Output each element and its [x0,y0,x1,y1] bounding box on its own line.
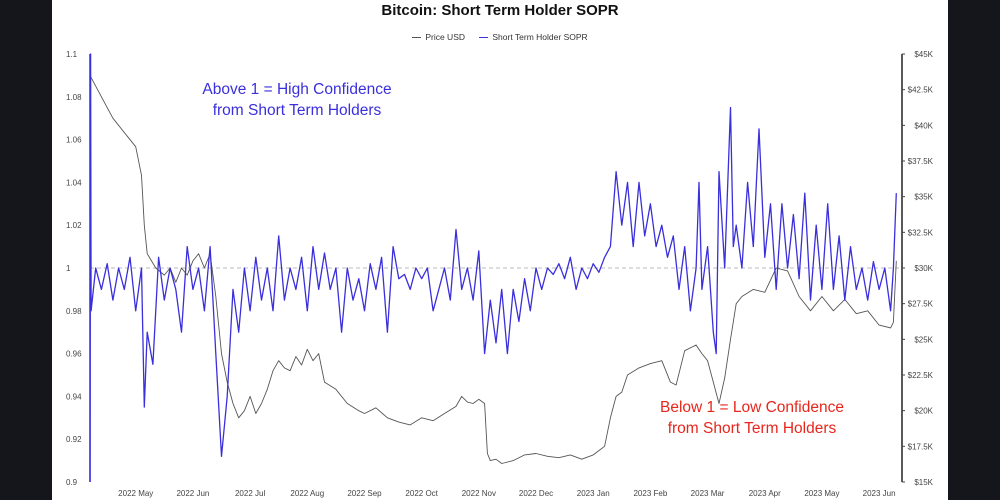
y-left-tick-label: 1 [66,264,71,273]
y-left-tick-label: 1.02 [66,221,82,230]
y-right-tick-label: $20K [914,407,933,416]
y-left-tick-label: 0.98 [66,307,82,316]
legend-label-price: Price USD [425,32,466,43]
y-left-tick-label: 1.08 [66,93,82,102]
x-tick-label: 2023 Apr [749,489,781,498]
x-tick-label: 2022 Nov [462,489,496,498]
annotation-high-confidence: Above 1 = High Confidence from Short Term… [202,81,391,119]
x-tick-label: 2022 May [118,489,153,498]
y-left-tick-label: 1.1 [66,50,78,59]
x-tick-label: 2022 Aug [290,489,324,498]
y-left-tick-label: 0.94 [66,392,82,401]
y-right-tick-label: $42.5K [908,86,934,95]
y-right-tick-label: $25K [914,335,933,344]
annotation-low-confidence: Below 1 = Low Confidence from Short Term … [660,399,844,437]
x-tick-label: 2022 Oct [405,489,438,498]
x-tick-label: 2023 Jan [577,489,610,498]
y-left-tick-label: 1.04 [66,178,82,187]
annotation-line: Above 1 = High Confidence [202,81,391,98]
legend: Price USD Short Term Holder SOPR [52,30,948,42]
x-tick-label: 2023 Mar [691,489,725,498]
sopr-line [89,53,897,483]
y-left-tick-label: 0.9 [66,478,78,487]
chart-title: Bitcoin: Short Term Holder SOPR [381,2,619,19]
annotation-line: Below 1 = Low Confidence [660,399,844,416]
y-right-tick-label: $32.5K [908,228,934,237]
y-left-tick-label: 0.92 [66,435,82,444]
y-right-tick-label: $35K [914,193,933,202]
y-right-tick-label: $37.5K [908,157,934,166]
y-left-tick-label: 0.96 [66,350,82,359]
y-right-tick-label: $30K [914,264,933,273]
y-right-tick-label: $22.5K [908,371,934,380]
y-right-tick-label: $17.5K [908,442,934,451]
chart-panel: Bitcoin: Short Term Holder SOPR Price US… [52,0,948,500]
x-tick-label: 2023 Jun [863,489,896,498]
legend-swatch-price [412,36,422,38]
x-tick-label: 2022 Sep [347,489,382,498]
x-tick-label: 2022 Dec [519,489,553,498]
y-right-tick-label: $15K [914,478,933,487]
annotation-line: from Short Term Holders [213,102,382,119]
legend-item-price[interactable]: Price USD [412,32,465,42]
annotation-line: from Short Term Holders [668,420,837,437]
x-tick-label: 2022 Jul [235,489,265,498]
y-left-tick-label: 1.06 [66,136,82,145]
x-tick-label: 2023 May [804,489,839,498]
legend-item-sopr[interactable]: Short Term Holder SOPR [479,32,588,43]
legend-label-sopr: Short Term Holder SOPR [492,32,588,43]
y-right-tick-label: $40K [914,121,933,130]
x-tick-label: 2022 Jun [176,489,209,498]
chart-svg: 1.1 1.08 1.06 1.04 1.02 1 0.98 0.96 0.94 0.92 0.9 $… [66,50,934,498]
y-right-tick-label: $45K [914,50,933,59]
x-tick-label: 2023 Feb [633,489,667,498]
legend-swatch-sopr [479,36,489,38]
y-right-tick-label: $27.5K [908,300,934,309]
